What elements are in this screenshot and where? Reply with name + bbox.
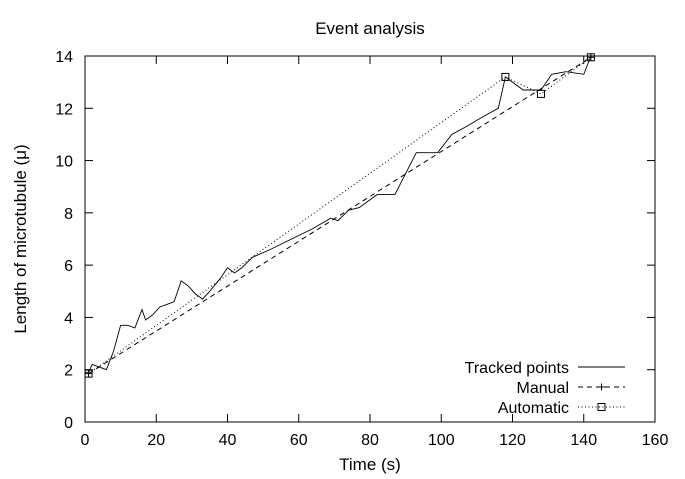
x-tick-label: 160 (642, 432, 669, 449)
data-point-automatic (537, 89, 545, 98)
y-tick-label: 2 (64, 363, 73, 380)
series-line-automatic (88, 56, 592, 375)
x-tick-label: 40 (219, 432, 237, 449)
y-tick-label: 0 (64, 415, 73, 432)
series-line-tracked-points (85, 55, 592, 373)
data-point-automatic (586, 53, 595, 62)
data-point-manual (85, 370, 93, 378)
x-axis: 0 20 40 60 80 100 120 140 160 (81, 56, 669, 449)
series-layer (84, 53, 595, 378)
legend-marker-automatic (597, 403, 606, 411)
y-axis-label: Length of microtubule (μ) (11, 144, 30, 333)
x-tick-label: 120 (499, 432, 526, 449)
legend-label-automatic: Automatic (498, 400, 569, 417)
legend-label-manual: Manual (517, 380, 569, 397)
series-line-manual (88, 56, 592, 375)
x-tick-label: 60 (290, 432, 308, 449)
data-point-automatic (501, 72, 510, 81)
y-tick-label: 8 (64, 206, 73, 223)
legend-marker-manual (598, 383, 605, 391)
x-tick-label: 80 (361, 432, 379, 449)
y-tick-label: 10 (55, 154, 73, 171)
x-tick-label: 140 (570, 432, 597, 449)
x-axis-label: Time (s) (339, 455, 401, 474)
x-tick-label: 100 (428, 432, 455, 449)
y-axis: 0 2 4 6 8 10 12 14 (55, 49, 655, 432)
x-tick-label: 0 (81, 432, 90, 449)
y-tick-label: 14 (55, 49, 73, 66)
x-tick-label: 20 (147, 432, 165, 449)
y-tick-label: 12 (55, 101, 73, 118)
y-tick-label: 6 (64, 258, 73, 275)
chart-title: Event analysis (315, 19, 425, 38)
data-point-automatic (84, 369, 93, 378)
y-tick-label: 4 (64, 310, 73, 327)
legend-label-tracked-points: Tracked points (465, 360, 569, 377)
plot-frame (84, 55, 656, 423)
legend: Tracked points Manual Automatic (465, 360, 625, 417)
